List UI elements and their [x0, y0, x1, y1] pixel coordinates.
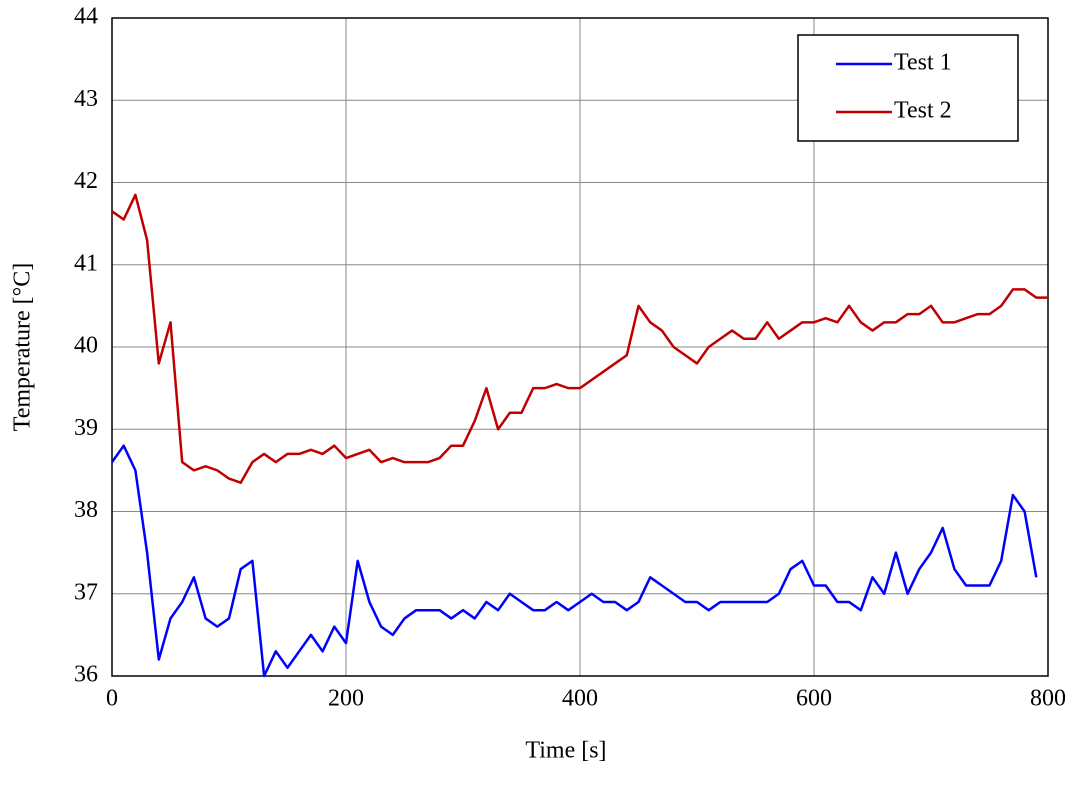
x-tick-label: 600 [796, 686, 832, 712]
y-tick-label: 43 [74, 86, 98, 112]
legend-label: Test 1 [894, 50, 952, 76]
legend-label: Test 2 [894, 98, 952, 124]
data-line [110, 444, 1038, 678]
plot-frame [111, 17, 1049, 677]
x-tick-label: 800 [1030, 686, 1066, 712]
data-line [111, 193, 1048, 484]
y-tick-label: 44 [74, 4, 98, 30]
x-tick-label: 400 [562, 686, 598, 712]
x-axis-label: Time [s] [525, 738, 606, 764]
x-tick-label: 200 [328, 686, 364, 712]
x-tick-label: 0 [106, 686, 118, 712]
y-tick-label: 36 [74, 662, 98, 688]
y-tick-label: 37 [74, 579, 98, 605]
y-axis-label: Temperature [°C] [10, 263, 36, 432]
y-tick-label: 41 [74, 250, 98, 276]
y-tick-label: 39 [74, 415, 98, 441]
y-tick-label: 38 [74, 497, 98, 523]
y-tick-label: 40 [74, 333, 98, 359]
legend-box [797, 34, 1019, 142]
y-tick-label: 42 [74, 168, 98, 194]
